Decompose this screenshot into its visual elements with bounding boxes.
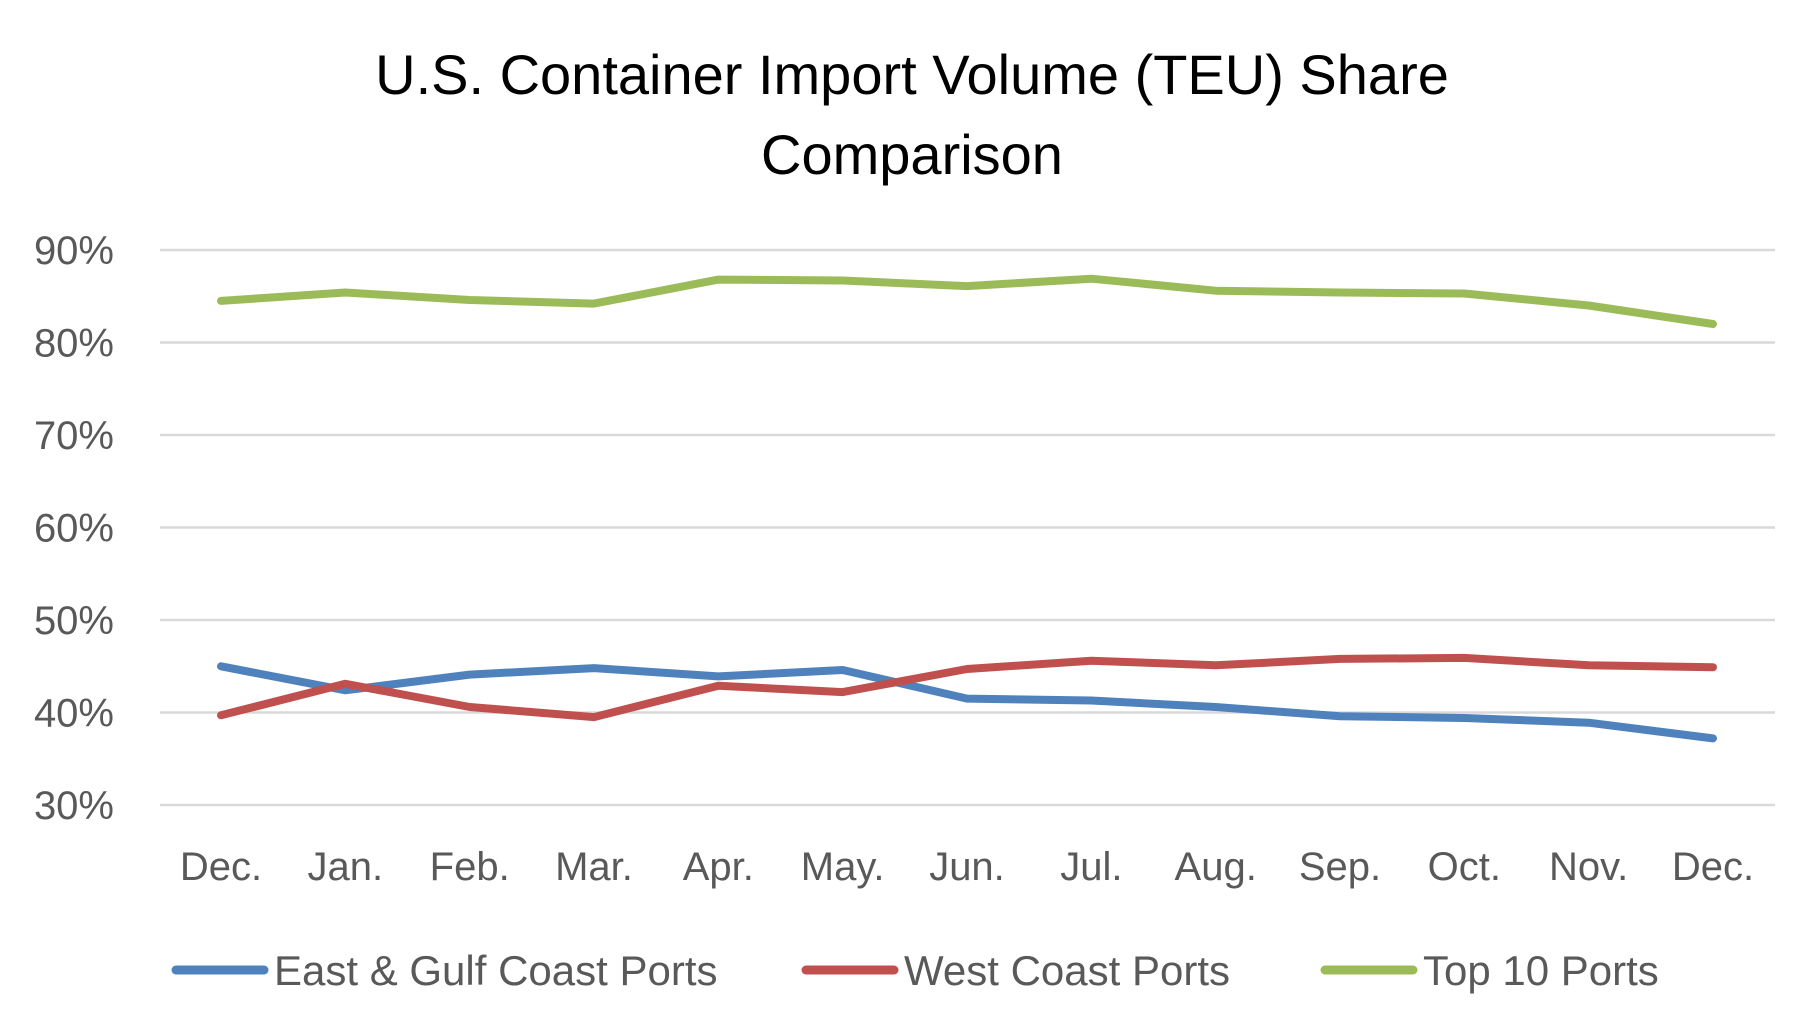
data-point-east-gulf-coast-ports bbox=[1585, 719, 1593, 727]
legend-item-top-10-ports[interactable]: Top 10 Ports bbox=[1320, 947, 1659, 994]
data-point-west-coast-ports bbox=[1460, 654, 1468, 662]
data-point-west-coast-ports bbox=[1087, 657, 1095, 665]
chart-title-line-2: Comparison bbox=[761, 123, 1063, 186]
series-line-west-coast-ports bbox=[217, 653, 1717, 722]
data-point-east-gulf-coast-ports bbox=[839, 666, 847, 674]
data-point-east-gulf-coast-ports bbox=[1336, 712, 1344, 720]
x-tick-label: May. bbox=[801, 845, 885, 889]
data-point-west-coast-ports bbox=[963, 665, 971, 673]
data-point-west-coast-ports bbox=[590, 713, 598, 721]
data-point-top-10-ports bbox=[590, 300, 598, 308]
legend-label-east-gulf-coast-ports: East & Gulf Coast Ports bbox=[274, 947, 718, 994]
data-point-top-10-ports bbox=[714, 276, 722, 284]
data-point-east-gulf-coast-ports bbox=[1460, 714, 1468, 722]
gridlines bbox=[160, 248, 1775, 807]
y-tick-label: 50% bbox=[34, 599, 114, 643]
data-point-west-coast-ports bbox=[341, 680, 349, 688]
x-tick-label: Sep. bbox=[1299, 845, 1381, 889]
x-tick-label: Mar. bbox=[555, 845, 633, 889]
series-lines bbox=[217, 274, 1717, 743]
data-point-east-gulf-coast-ports bbox=[1212, 703, 1220, 711]
x-tick-label: Jan. bbox=[308, 845, 384, 889]
x-tick-label: Jun. bbox=[929, 845, 1005, 889]
data-point-east-gulf-coast-ports bbox=[1087, 696, 1095, 704]
legend-item-west-coast-ports[interactable]: West Coast Ports bbox=[801, 947, 1230, 994]
data-point-top-10-ports bbox=[217, 297, 225, 305]
data-point-west-coast-ports bbox=[1585, 661, 1593, 669]
data-point-west-coast-ports bbox=[466, 703, 474, 711]
data-point-top-10-ports bbox=[1709, 320, 1717, 328]
data-point-west-coast-ports bbox=[217, 711, 225, 719]
data-point-top-10-ports bbox=[1585, 302, 1593, 310]
y-axis-tick-labels: 30% 40% 50% 60% 70% 80% 90% bbox=[34, 229, 114, 828]
x-tick-label: Dec. bbox=[1672, 845, 1754, 889]
data-point-east-gulf-coast-ports bbox=[1709, 734, 1717, 742]
data-point-top-10-ports bbox=[1087, 275, 1095, 283]
data-point-west-coast-ports bbox=[714, 682, 722, 690]
y-tick-label: 30% bbox=[34, 784, 114, 828]
data-point-top-10-ports bbox=[1460, 289, 1468, 297]
x-axis-tick-labels: Dec. Jan. Feb. Mar. Apr. May. Jun. Jul. Aug. Sep.… bbox=[180, 845, 1754, 889]
data-point-top-10-ports bbox=[466, 296, 474, 304]
data-point-west-coast-ports bbox=[839, 688, 847, 696]
data-point-top-10-ports bbox=[1336, 289, 1344, 297]
data-point-east-gulf-coast-ports bbox=[466, 671, 474, 679]
y-tick-label: 70% bbox=[34, 414, 114, 458]
data-point-west-coast-ports bbox=[1212, 661, 1220, 669]
chart-title-line-1: U.S. Container Import Volume (TEU) Share bbox=[375, 43, 1449, 106]
data-point-top-10-ports bbox=[341, 289, 349, 297]
x-tick-label: Jul. bbox=[1060, 845, 1122, 889]
chart-title: U.S. Container Import Volume (TEU) Share… bbox=[375, 43, 1449, 186]
data-point-top-10-ports bbox=[963, 282, 971, 290]
data-point-west-coast-ports bbox=[1709, 663, 1717, 671]
data-point-east-gulf-coast-ports bbox=[714, 672, 722, 680]
data-point-east-gulf-coast-ports bbox=[590, 664, 598, 672]
data-point-east-gulf-coast-ports bbox=[217, 662, 225, 670]
legend-label-west-coast-ports: West Coast Ports bbox=[904, 947, 1230, 994]
legend[interactable]: East & Gulf Coast Ports West Coast Ports T… bbox=[171, 947, 1659, 994]
data-point-east-gulf-coast-ports bbox=[963, 695, 971, 703]
y-tick-label: 80% bbox=[34, 322, 114, 366]
y-tick-label: 40% bbox=[34, 692, 114, 736]
y-tick-label: 90% bbox=[34, 229, 114, 273]
legend-label-top-10-ports: Top 10 Ports bbox=[1423, 947, 1659, 994]
data-point-top-10-ports bbox=[1212, 287, 1220, 295]
series-line-east-gulf-coast-ports bbox=[217, 662, 1717, 743]
x-tick-label: Nov. bbox=[1549, 845, 1628, 889]
data-point-top-10-ports bbox=[839, 277, 847, 285]
x-tick-label: Aug. bbox=[1175, 845, 1257, 889]
x-tick-label: Oct. bbox=[1428, 845, 1501, 889]
legend-item-east-gulf-coast-ports[interactable]: East & Gulf Coast Ports bbox=[171, 947, 718, 994]
x-tick-label: Dec. bbox=[180, 845, 262, 889]
x-tick-label: Feb. bbox=[430, 845, 510, 889]
series-line-top-10-ports bbox=[217, 274, 1717, 328]
data-point-west-coast-ports bbox=[1336, 655, 1344, 663]
y-tick-label: 60% bbox=[34, 507, 114, 551]
x-tick-label: Apr. bbox=[683, 845, 754, 889]
